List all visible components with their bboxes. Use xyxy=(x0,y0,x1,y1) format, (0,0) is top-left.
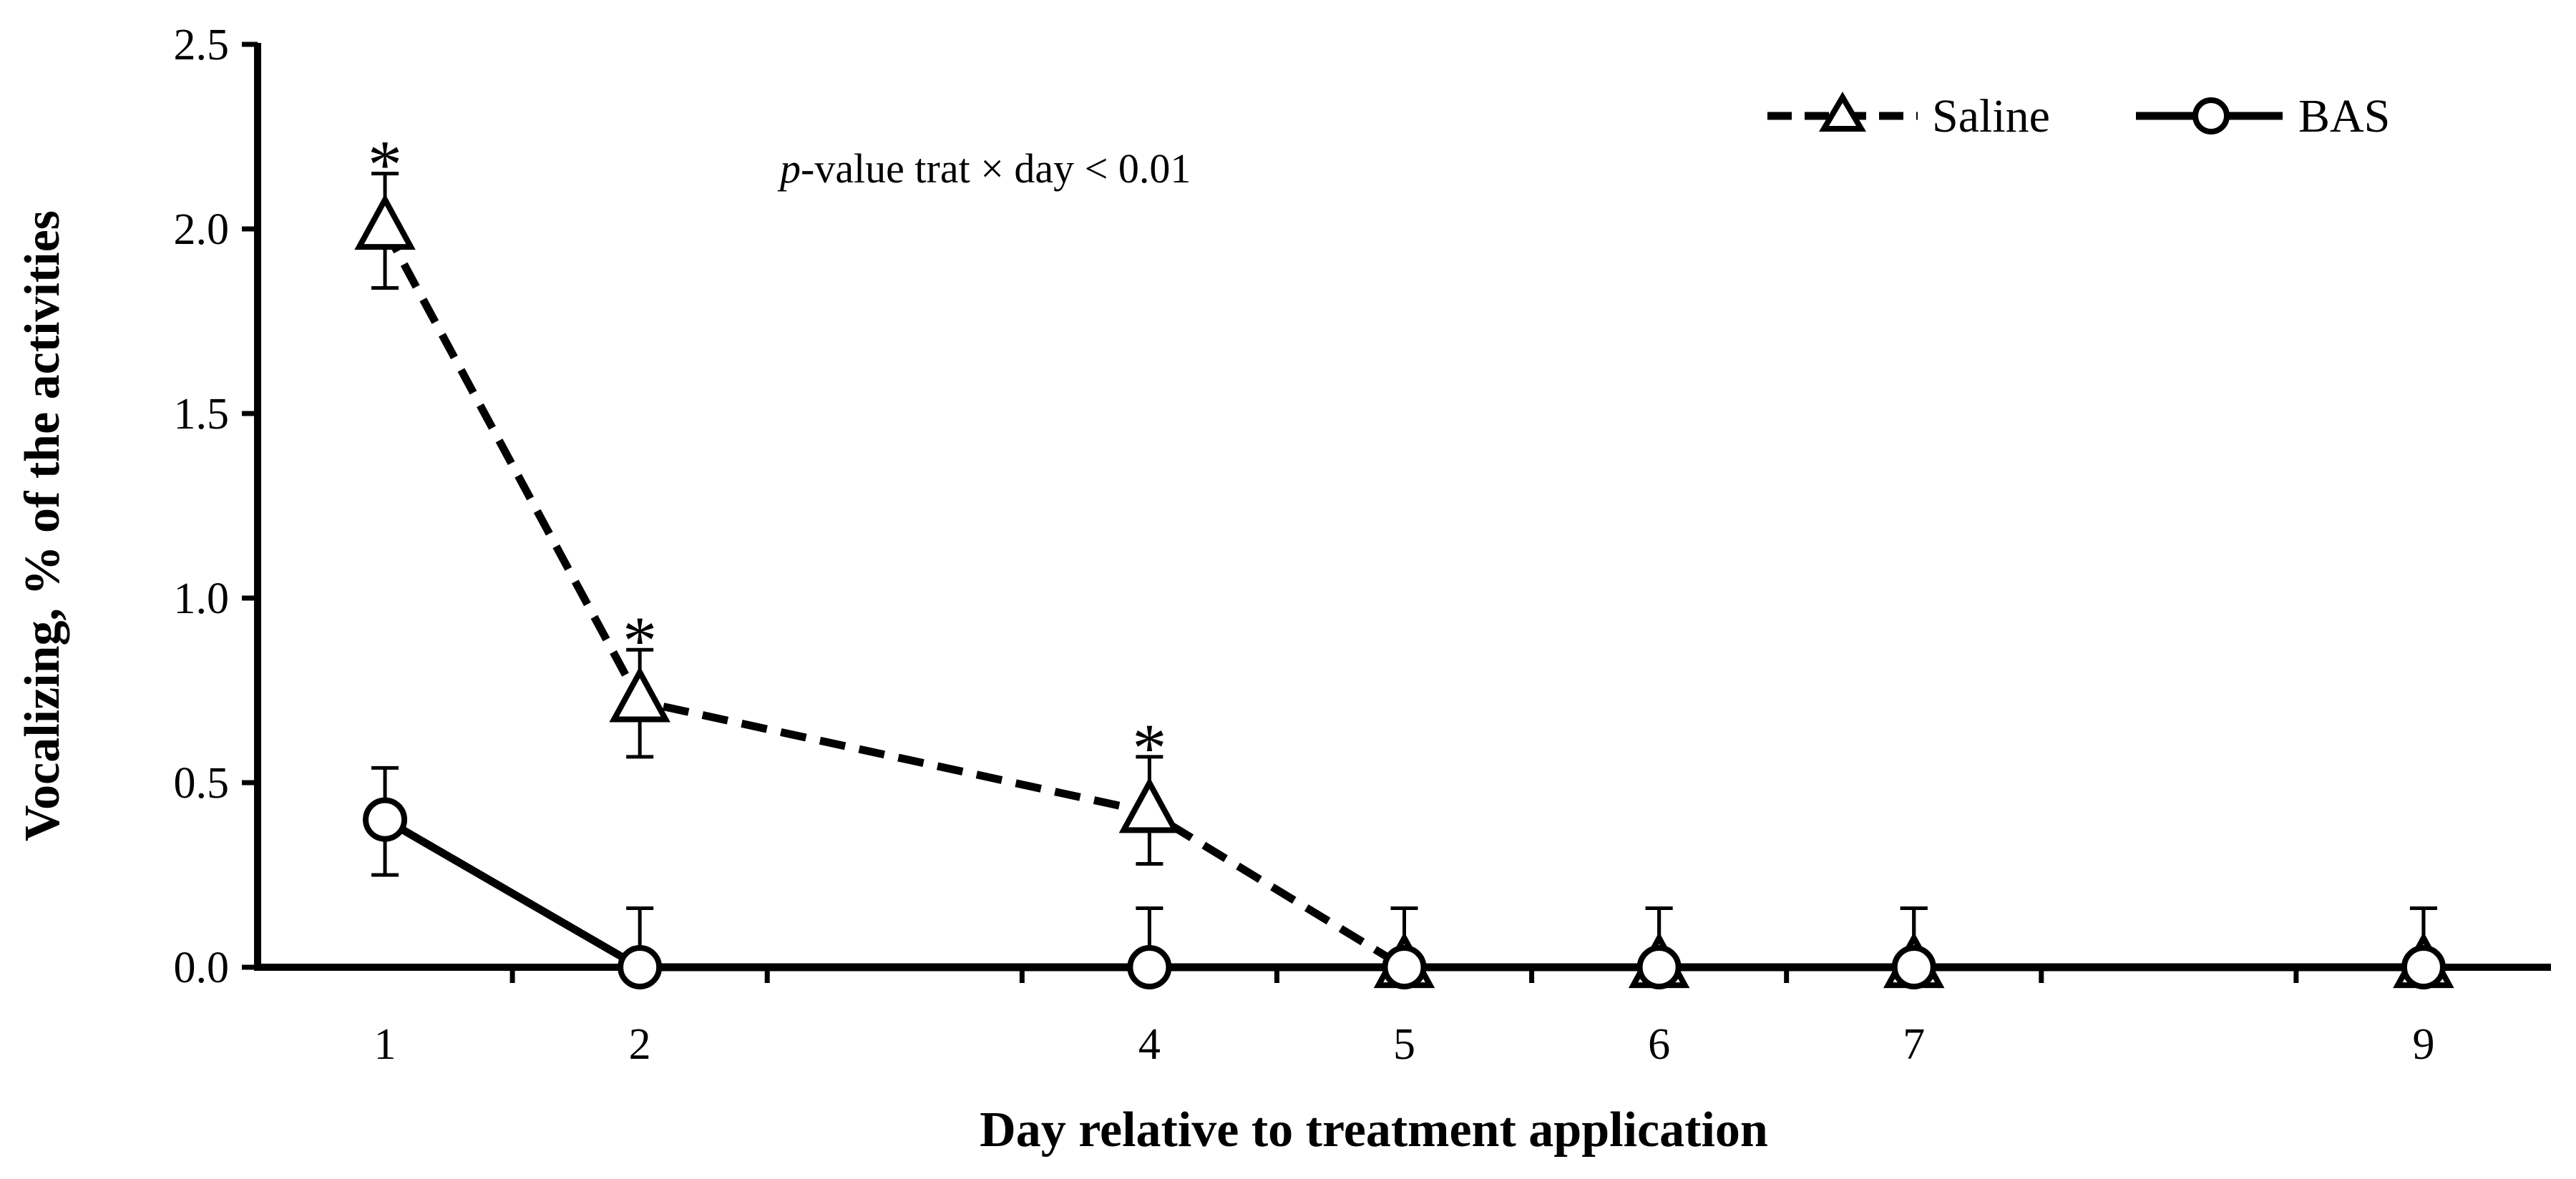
bas-point-marker xyxy=(618,945,663,989)
bas-point-marker xyxy=(1127,945,1172,989)
markers xyxy=(354,193,2454,989)
saline-series-line xyxy=(381,227,2424,972)
x-axis-title: Day relative to treatment application xyxy=(980,1102,1768,1158)
bas-point-marker xyxy=(1382,945,1427,989)
y-tick-label: 0.5 xyxy=(174,759,230,808)
x-tick-label: 9 xyxy=(2412,1020,2434,1069)
saline-point-marker xyxy=(354,193,416,250)
legend-bas-label: BAS xyxy=(2298,90,2390,142)
y-tick-label: 2.0 xyxy=(174,205,230,254)
legend-saline-triangle-icon xyxy=(1818,92,1867,132)
bas-point-marker xyxy=(363,797,408,842)
error-bars xyxy=(371,172,2437,967)
significance-star: * xyxy=(1132,710,1166,786)
legend-saline-label: Saline xyxy=(1932,90,2050,142)
y-tick-label: 1.5 xyxy=(174,390,230,439)
saline-point-marker xyxy=(1118,777,1181,833)
bas-point-marker xyxy=(2401,945,2446,989)
x-tick-label: 6 xyxy=(1648,1020,1670,1069)
y-tick-label: 0.0 xyxy=(174,944,230,992)
p-value-text: -value trat × day < 0.01 xyxy=(801,145,1191,192)
axes: 0.0 0.5 1.0 1.5 2.0 2.5 1 2 4 5 6 7 9 xyxy=(174,21,2551,1069)
y-tick-label: 1.0 xyxy=(174,574,230,623)
bas-point-marker xyxy=(1636,945,1682,989)
x-tick-label: 2 xyxy=(629,1020,651,1069)
series-lines xyxy=(381,227,2424,972)
x-tick-label: 1 xyxy=(374,1020,396,1069)
legend-bas-circle-icon xyxy=(2192,97,2230,134)
x-tick-label: 7 xyxy=(1903,1020,1925,1069)
legend-item-saline: Saline xyxy=(1767,90,2050,142)
y-axis-title: Vocalizing, % of the activities xyxy=(15,210,70,841)
significance-star: * xyxy=(368,127,402,203)
p-value-annotation: p-value trat × day < 0.01 xyxy=(777,145,1191,192)
significance-stars: * * * xyxy=(368,127,1166,786)
saline-point-marker xyxy=(609,666,670,723)
bas-point-marker xyxy=(1891,945,1936,989)
x-tick-label: 5 xyxy=(1393,1020,1415,1069)
significance-star: * xyxy=(623,602,657,679)
legend-item-bas: BAS xyxy=(2136,90,2390,142)
legend: Saline BAS xyxy=(1767,90,2390,142)
x-tick-label: 4 xyxy=(1138,1020,1161,1069)
y-tick-label: 2.5 xyxy=(174,21,230,69)
p-value-italic: p xyxy=(777,145,801,192)
